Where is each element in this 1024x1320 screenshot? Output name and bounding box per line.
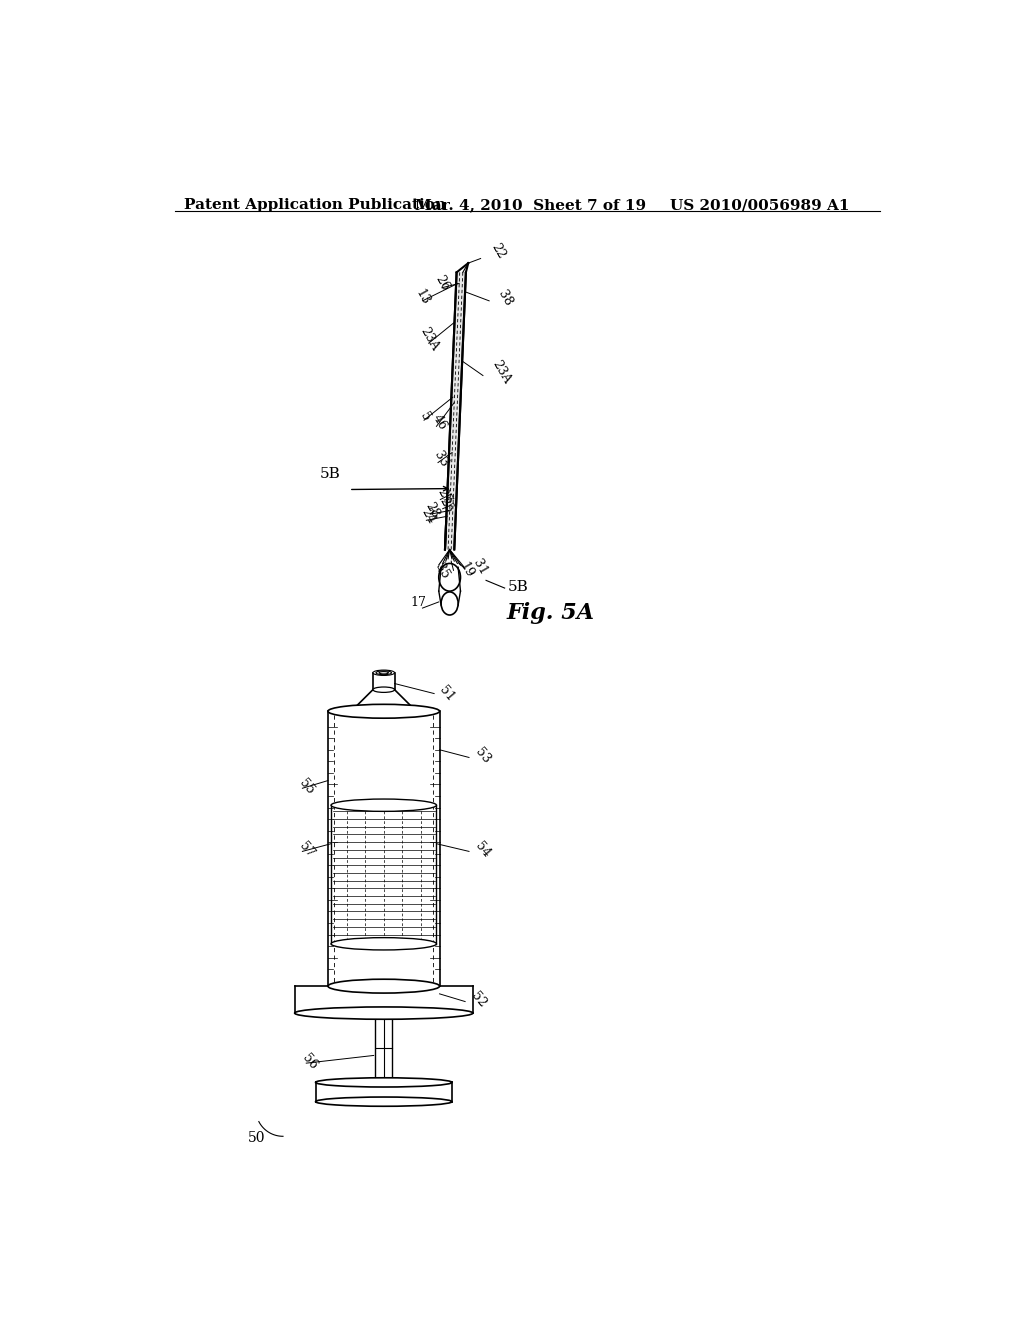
- Text: 31: 31: [471, 557, 489, 577]
- Ellipse shape: [441, 591, 458, 615]
- Text: 5: 5: [417, 409, 432, 422]
- Text: Fig. 5A: Fig. 5A: [506, 602, 594, 624]
- Text: 38: 38: [496, 288, 515, 309]
- Ellipse shape: [315, 1077, 452, 1088]
- Ellipse shape: [373, 686, 394, 693]
- Ellipse shape: [328, 705, 439, 718]
- Ellipse shape: [331, 937, 436, 950]
- Ellipse shape: [438, 564, 461, 591]
- Text: 54: 54: [473, 840, 493, 861]
- Text: 28: 28: [423, 500, 441, 520]
- Text: 17: 17: [411, 595, 427, 609]
- Text: 19: 19: [457, 560, 476, 581]
- Text: 35: 35: [432, 561, 452, 581]
- Text: 57: 57: [297, 840, 317, 861]
- Text: 53: 53: [473, 746, 493, 766]
- Text: 55: 55: [297, 776, 317, 797]
- Text: US 2010/0056989 A1: US 2010/0056989 A1: [671, 198, 850, 213]
- Ellipse shape: [351, 706, 417, 717]
- Text: 52: 52: [469, 990, 489, 1010]
- Text: 51: 51: [436, 684, 457, 704]
- Text: 56: 56: [300, 1051, 321, 1072]
- Text: 22: 22: [488, 240, 508, 261]
- Ellipse shape: [376, 671, 391, 675]
- Text: 5B: 5B: [321, 467, 341, 480]
- Text: 46: 46: [430, 412, 450, 433]
- Text: 33: 33: [432, 449, 451, 469]
- Text: 23A: 23A: [418, 325, 441, 354]
- Text: Patent Application Publication: Patent Application Publication: [183, 198, 445, 213]
- Polygon shape: [445, 272, 466, 549]
- Text: 27: 27: [434, 486, 454, 506]
- Text: 5B: 5B: [508, 581, 528, 594]
- Text: 25: 25: [436, 495, 456, 515]
- Text: 13: 13: [413, 286, 432, 308]
- Text: 50: 50: [248, 1131, 265, 1146]
- Ellipse shape: [373, 671, 394, 676]
- Ellipse shape: [379, 672, 388, 675]
- Text: 23A: 23A: [489, 359, 513, 387]
- Text: Mar. 4, 2010  Sheet 7 of 19: Mar. 4, 2010 Sheet 7 of 19: [415, 198, 646, 213]
- Text: 24: 24: [419, 507, 438, 527]
- Ellipse shape: [295, 1007, 473, 1019]
- Ellipse shape: [328, 979, 439, 993]
- Ellipse shape: [315, 1097, 452, 1106]
- Ellipse shape: [331, 799, 436, 812]
- Text: 26: 26: [432, 273, 452, 293]
